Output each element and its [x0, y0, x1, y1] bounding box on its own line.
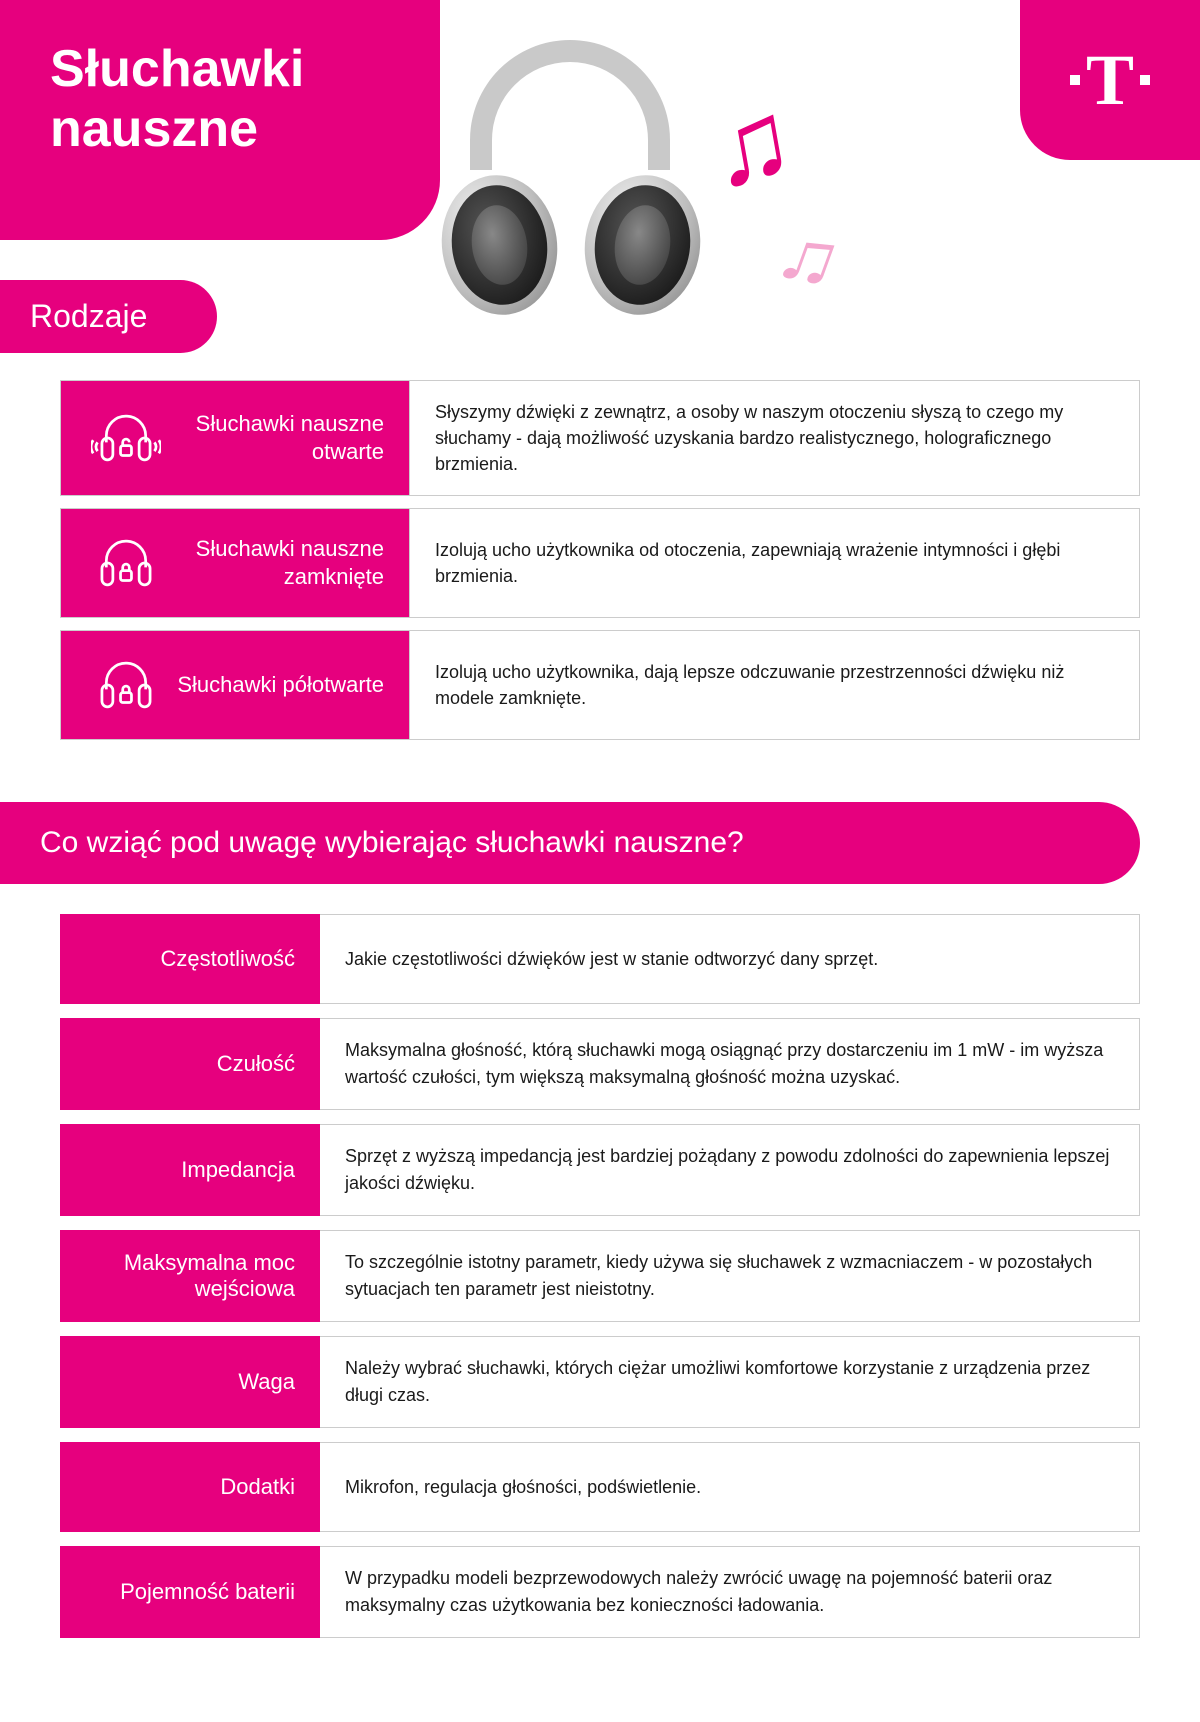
headphone-semiopen-icon: [86, 655, 166, 715]
headphone-closed-icon: [86, 533, 166, 593]
factor-description: Sprzęt z wyższą impedancją jest bardziej…: [320, 1124, 1140, 1216]
factor-row: Maksymalna moc wejściowa To szczególnie …: [60, 1230, 1140, 1322]
type-row: Słuchawki nauszne zamknięte Izolują ucho…: [60, 508, 1140, 618]
headphone-icon: [420, 30, 720, 330]
t-mobile-logo-icon: T: [1070, 44, 1150, 116]
page-title: Słuchawki nauszne: [50, 40, 390, 160]
factor-name: Impedancja: [60, 1124, 320, 1216]
factor-name: Waga: [60, 1336, 320, 1428]
factors-section-label: Co wziąć pod uwagę wybierając słuchawki …: [0, 802, 1140, 884]
factor-name: Czułość: [60, 1018, 320, 1110]
factor-row: Pojemność baterii W przypadku modeli bez…: [60, 1546, 1140, 1638]
type-name: Słuchawki nauszne zamknięte: [166, 535, 384, 592]
factor-row: Impedancja Sprzęt z wyższą impedancją je…: [60, 1124, 1140, 1216]
type-label-cell: Słuchawki nauszne zamknięte: [60, 508, 410, 618]
factor-name: Dodatki: [60, 1442, 320, 1532]
factor-description: Jakie częstotliwości dźwięków jest w sta…: [320, 914, 1140, 1004]
factor-row: Czułość Maksymalna głośność, którą słuch…: [60, 1018, 1140, 1110]
factor-description: Mikrofon, regulacja głośności, podświetl…: [320, 1442, 1140, 1532]
factor-row: Waga Należy wybrać słuchawki, których ci…: [60, 1336, 1140, 1428]
factor-row: Częstotliwość Jakie częstotliwości dźwię…: [60, 914, 1140, 1004]
type-description: Izolują ucho użytkownika od otoczenia, z…: [410, 508, 1140, 618]
factors-table: Częstotliwość Jakie częstotliwości dźwię…: [0, 914, 1200, 1712]
type-row: Słuchawki nauszne otwarte Słyszymy dźwię…: [60, 380, 1140, 496]
factor-name: Pojemność baterii: [60, 1546, 320, 1638]
music-note-icon: ♫: [766, 203, 854, 310]
factor-description: Maksymalna głośność, którą słuchawki mog…: [320, 1018, 1140, 1110]
factor-description: W przypadku modeli bezprzewodowych należ…: [320, 1546, 1140, 1638]
type-description: Izolują ucho użytkownika, dają lepsze od…: [410, 630, 1140, 740]
title-block: Słuchawki nauszne: [0, 0, 440, 240]
type-row: Słuchawki półotwarte Izolują ucho użytko…: [60, 630, 1140, 740]
factor-description: Należy wybrać słuchawki, których ciężar …: [320, 1336, 1140, 1428]
type-label-cell: Słuchawki nauszne otwarte: [60, 380, 410, 496]
header-area: Słuchawki nauszne T ♫ ♫ Rodzaje: [0, 0, 1200, 380]
type-name: Słuchawki nauszne otwarte: [166, 410, 384, 467]
hero-illustration: ♫ ♫: [410, 10, 930, 380]
factor-name: Maksymalna moc wejściowa: [60, 1230, 320, 1322]
types-section-label: Rodzaje: [0, 280, 217, 353]
infographic-page: Słuchawki nauszne T ♫ ♫ Rodzaje: [0, 0, 1200, 1712]
factor-name: Częstotliwość: [60, 914, 320, 1004]
type-label-cell: Słuchawki półotwarte: [60, 630, 410, 740]
factor-row: Dodatki Mikrofon, regulacja głośności, p…: [60, 1442, 1140, 1532]
types-table: Słuchawki nauszne otwarte Słyszymy dźwię…: [0, 380, 1200, 782]
type-name: Słuchawki półotwarte: [166, 671, 384, 700]
headphone-open-icon: [86, 408, 166, 468]
factor-description: To szczególnie istotny parametr, kiedy u…: [320, 1230, 1140, 1322]
type-description: Słyszymy dźwięki z zewnątrz, a osoby w n…: [410, 380, 1140, 496]
brand-logo: T: [1020, 0, 1200, 160]
